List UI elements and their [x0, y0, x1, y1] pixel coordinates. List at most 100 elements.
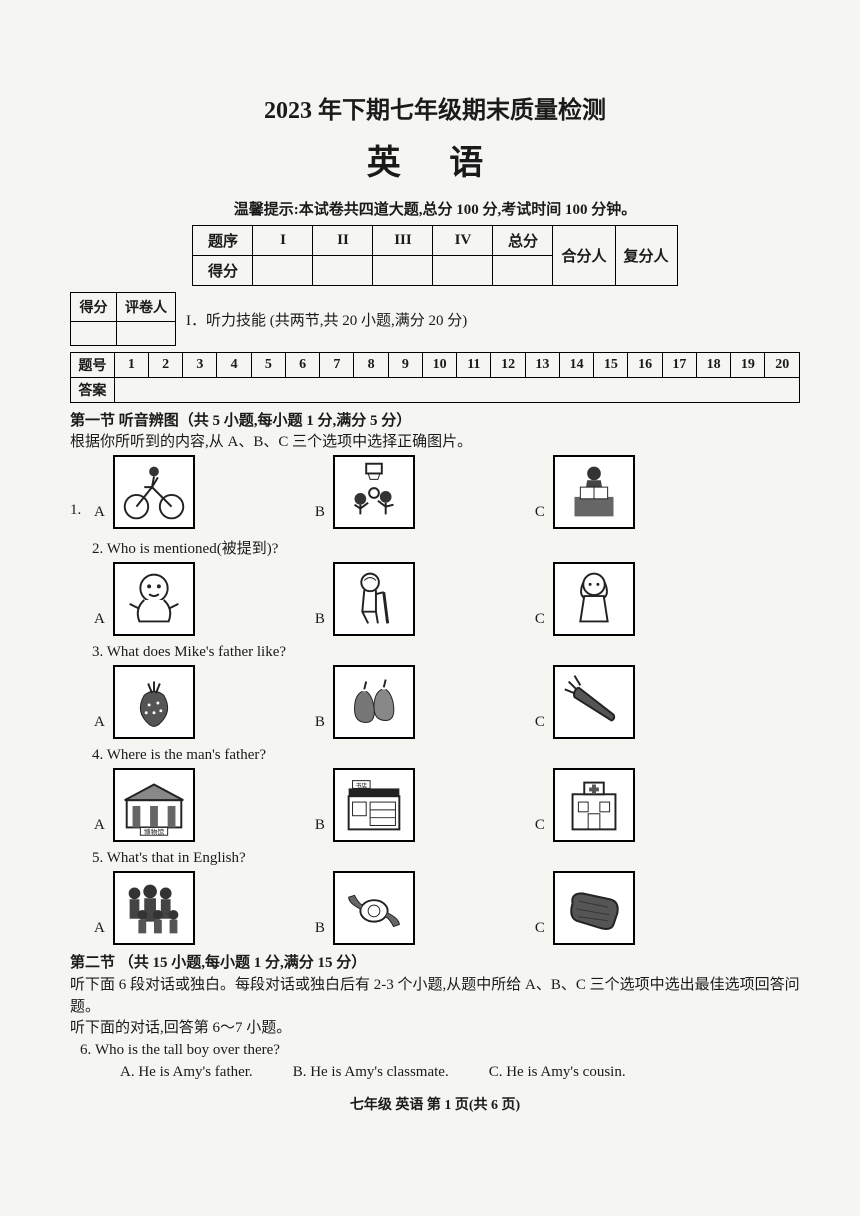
option-label: B [315, 611, 325, 636]
option-label: A [94, 920, 105, 945]
option-label: A [94, 817, 105, 842]
question-number: 1. [70, 502, 94, 529]
cell: 8 [354, 353, 388, 378]
cell: 12 [491, 353, 525, 378]
option: B [315, 562, 415, 636]
option-label: B [315, 504, 325, 529]
option-label: C [535, 817, 545, 842]
option: B [315, 871, 415, 945]
cell [433, 256, 493, 286]
baby-icon [113, 562, 195, 636]
cell: 复分人 [615, 226, 677, 286]
table-row: 题序 I II III IV 总分 合分人 复分人 [193, 226, 677, 256]
answer-grid: 题号 1 2 3 4 5 6 7 8 9 10 11 12 13 14 15 1… [70, 352, 800, 403]
part2-heading: 第二节 （共 15 小题,每小题 1 分,满分 15 分） [70, 955, 366, 971]
option: C [535, 455, 635, 529]
subject-title: 英 语 [70, 135, 800, 184]
oldman-icon [333, 562, 415, 636]
cell: IV [433, 226, 493, 256]
cell: 合分人 [553, 226, 615, 286]
cell [313, 256, 373, 286]
exam-hint: 温馨提示:本试卷共四道大题,总分 100 分,考试时间 100 分钟。 [70, 198, 800, 219]
option-label: C [535, 611, 545, 636]
watch-icon [333, 871, 415, 945]
museum-icon: 博物馆 [113, 768, 195, 842]
cell: 1 [114, 353, 148, 378]
option-label: B [315, 920, 325, 945]
cell: 3 [183, 353, 217, 378]
grader-section: 得分 评卷人 I．听力技能 (共两节,共 20 小题,满分 20 分) [70, 292, 800, 346]
bread-icon [553, 871, 635, 945]
cell: 10 [422, 353, 456, 378]
cell: 总分 [493, 226, 553, 256]
option: A [94, 871, 195, 945]
q6-opt-b: B. He is Amy's classmate. [293, 1062, 449, 1084]
cell: 18 [696, 353, 730, 378]
option: C [535, 665, 635, 739]
girl-icon [553, 562, 635, 636]
section-1-title: I．听力技能 (共两节,共 20 小题,满分 20 分) [186, 309, 467, 330]
shop-icon: 书店 [333, 768, 415, 842]
option: A 博物馆 [94, 768, 195, 842]
cell [117, 322, 176, 346]
question-row: A B C [70, 871, 800, 945]
part2-block: 第二节 （共 15 小题,每小题 1 分,满分 15 分） 听下面 6 段对话或… [70, 953, 800, 1084]
cell [71, 322, 117, 346]
strawberry-icon [113, 665, 195, 739]
carrot-icon [553, 665, 635, 739]
option: B [315, 455, 415, 529]
option: B [315, 665, 415, 739]
cell: II [313, 226, 373, 256]
option: C [535, 562, 635, 636]
cell: 得分 [193, 256, 253, 286]
question-row: 1.A B C [70, 455, 800, 529]
cell [253, 256, 313, 286]
cell: 题号 [71, 353, 115, 378]
question-row: A B C [70, 562, 800, 636]
cell: 5 [251, 353, 285, 378]
svg-text:书店: 书店 [355, 781, 367, 789]
option: A [94, 455, 195, 529]
question-row: A B C [70, 665, 800, 739]
svg-text:博物馆: 博物馆 [144, 827, 165, 836]
option: B 书店 [315, 768, 415, 842]
option-label: A [94, 611, 105, 636]
cell [373, 256, 433, 286]
cell: 得分 [71, 293, 117, 322]
q6-opt-c: C. He is Amy's cousin. [489, 1062, 626, 1084]
q6-num: 6. [80, 1042, 91, 1058]
question-list: 1.ABC2. Who is mentioned(被提到)?ABC3. What… [70, 455, 800, 945]
cell: 11 [457, 353, 491, 378]
cell: 13 [525, 353, 559, 378]
grader-table: 得分 评卷人 [70, 292, 176, 346]
question-row: A 博物馆 B 书店 C [70, 768, 800, 842]
reading-icon [553, 455, 635, 529]
q6-text: Who is the tall boy over there? [95, 1042, 280, 1058]
cell: 14 [559, 353, 593, 378]
pears-icon [333, 665, 415, 739]
cell [493, 256, 553, 286]
part2-instr1: 听下面 6 段对话或独白。每段对话或独白后有 2-3 个小题,从题中所给 A、B… [70, 977, 800, 1015]
cell: 9 [388, 353, 422, 378]
cell: III [373, 226, 433, 256]
cell: 15 [594, 353, 628, 378]
cell: 19 [731, 353, 765, 378]
cell: 6 [285, 353, 319, 378]
cell: 4 [217, 353, 251, 378]
option: C [535, 871, 635, 945]
cell: 答案 [71, 378, 115, 403]
exam-title: 2023 年下期七年级期末质量检测 [70, 90, 800, 125]
option-label: A [94, 504, 105, 529]
option-label: C [535, 714, 545, 739]
option-label: A [94, 714, 105, 739]
option-label: B [315, 714, 325, 739]
table-row: 答案 [71, 378, 800, 403]
page-footer: 七年级 英语 第 1 页(共 6 页) [70, 1094, 800, 1114]
cell: 评卷人 [117, 293, 176, 322]
basketball-icon [333, 455, 415, 529]
cell: 2 [148, 353, 182, 378]
option: C [535, 768, 635, 842]
option-label: B [315, 817, 325, 842]
cell: 7 [320, 353, 354, 378]
part1-heading: 第一节 听音辨图（共 5 小题,每小题 1 分,满分 5 分） 根据你所听到的内… [70, 409, 800, 451]
